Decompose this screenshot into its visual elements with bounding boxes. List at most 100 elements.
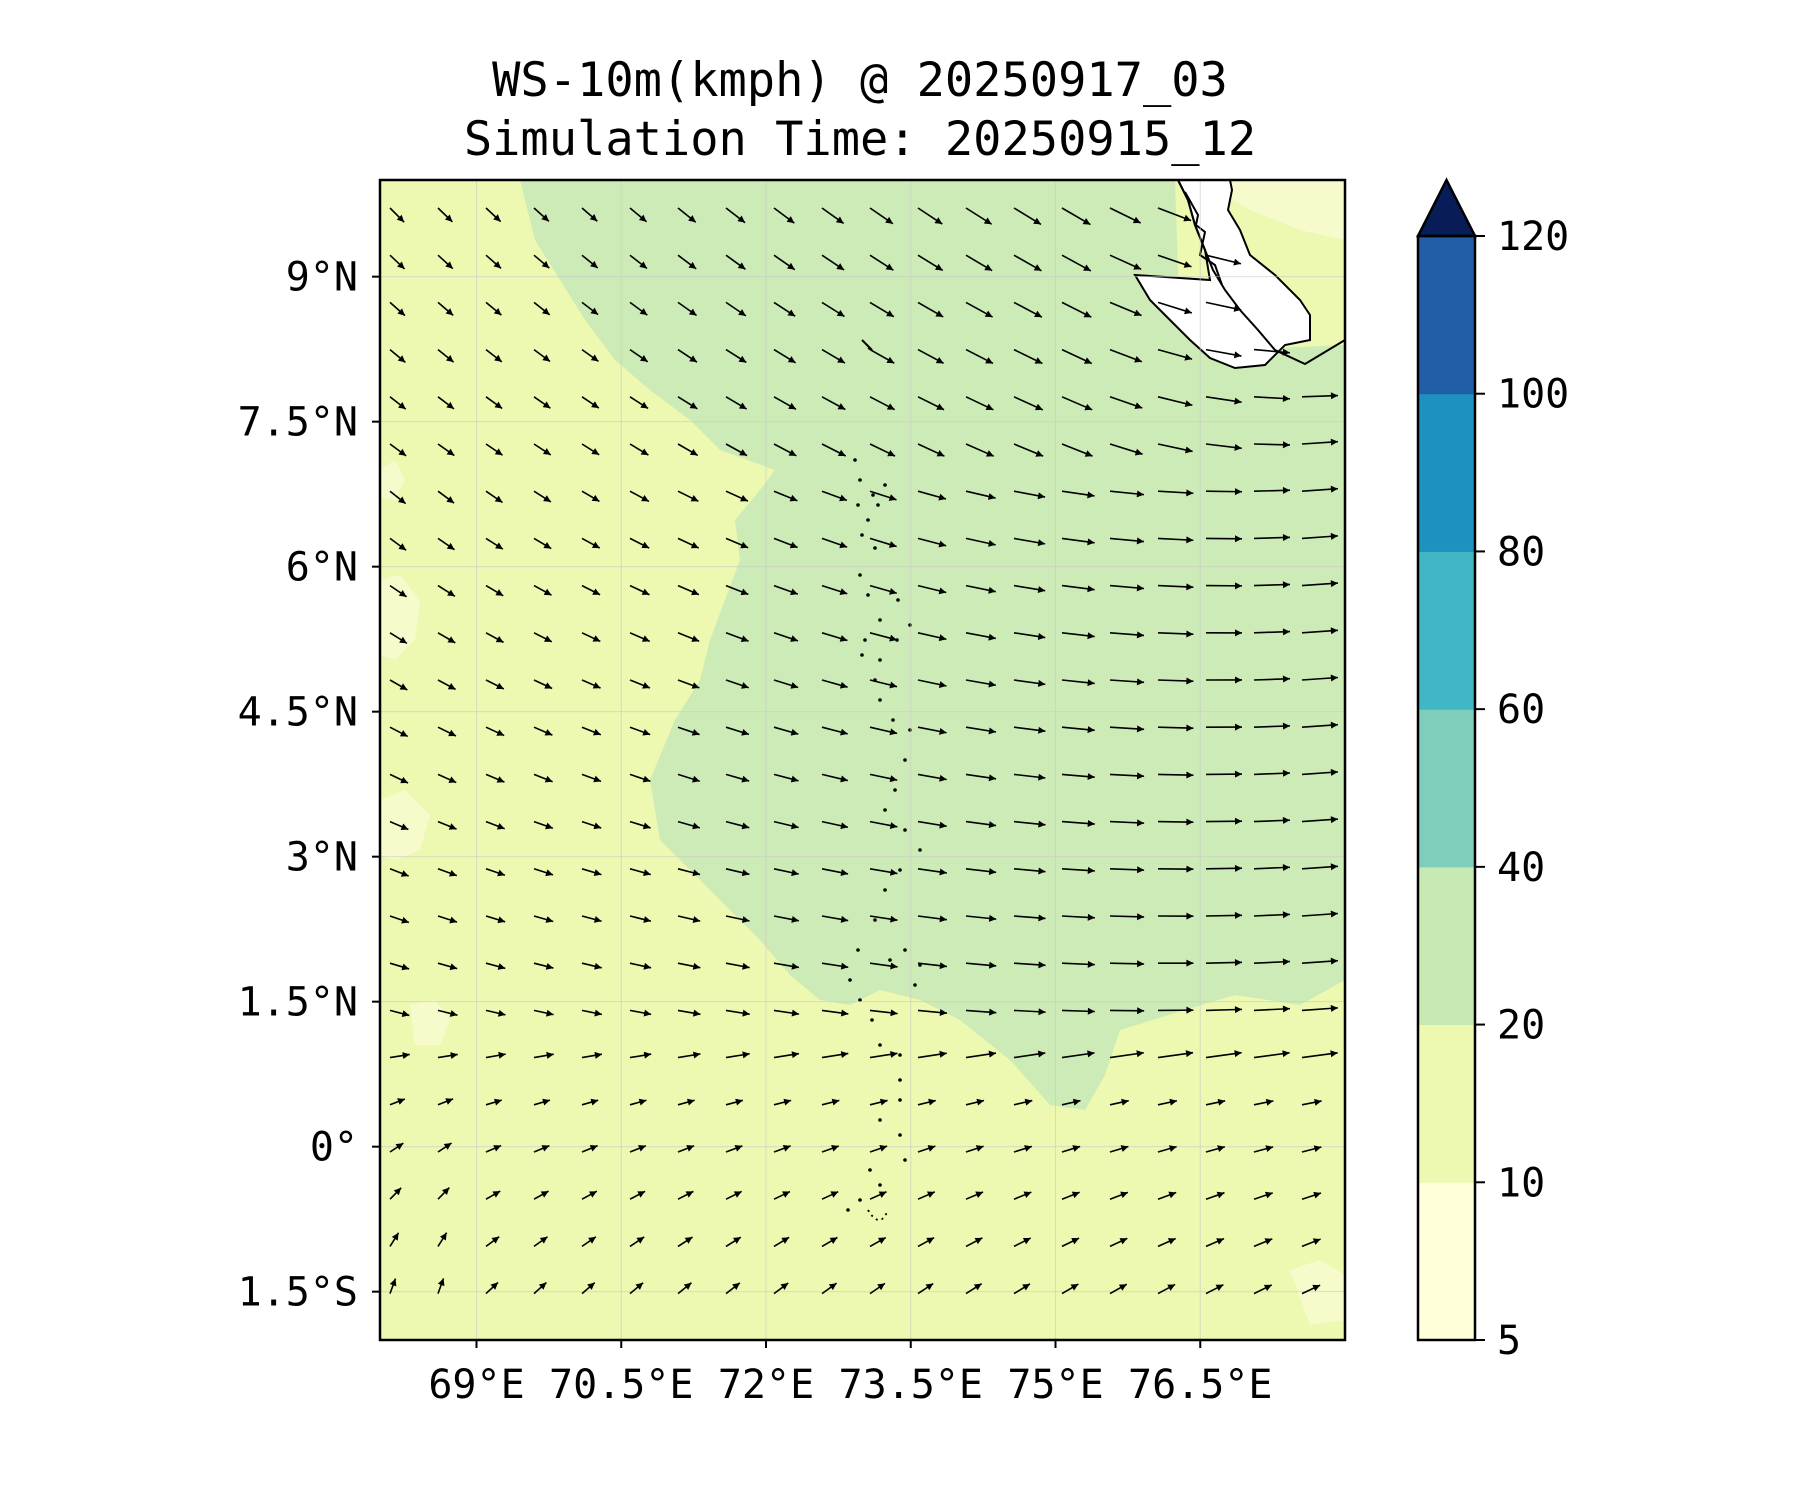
wind-arrow xyxy=(1253,911,1290,919)
wind-arrow xyxy=(389,1142,404,1153)
wind-arrow xyxy=(389,396,407,410)
wind-arrow xyxy=(821,632,848,642)
wind-arrow xyxy=(581,396,600,409)
wind-arrow xyxy=(629,301,648,316)
wind-arrow xyxy=(389,962,410,971)
wind-arrow xyxy=(1109,443,1143,456)
wind-arrow xyxy=(1061,960,1095,968)
atoll-dot xyxy=(856,503,860,507)
wind-arrow xyxy=(869,207,894,225)
wind-arrow xyxy=(725,820,750,830)
wind-arrow xyxy=(533,726,553,736)
wind-arrow xyxy=(725,490,749,502)
wind-arrow xyxy=(725,207,746,224)
wind-arrow xyxy=(1253,958,1290,966)
wind-arrow xyxy=(629,490,650,503)
wind-arrow xyxy=(437,1009,458,1017)
wind-arrow xyxy=(581,254,599,269)
colorbar-label: 80 xyxy=(1497,529,1545,575)
wind-arrow xyxy=(1061,679,1095,687)
atoll-dot xyxy=(848,978,852,982)
wind-arrow xyxy=(1109,725,1145,733)
colorbar-label: 60 xyxy=(1497,687,1545,733)
chart-subtitle: Simulation Time: 20250915_12 xyxy=(464,112,1256,167)
wind-arrow xyxy=(1109,631,1145,639)
wind-arrow xyxy=(581,1098,599,1106)
atoll-dot xyxy=(908,728,912,732)
wind-arrow xyxy=(581,726,602,736)
colorbar-band xyxy=(1418,551,1475,710)
wind-arrow xyxy=(773,962,800,970)
wind-arrow xyxy=(437,348,455,363)
wind-speed-contours xyxy=(380,180,1345,1325)
wind-arrow xyxy=(1205,1237,1225,1248)
wind-arrow xyxy=(389,868,409,877)
wind-arrow xyxy=(1013,632,1046,640)
colorbar-band xyxy=(1418,236,1475,395)
wind-arrow xyxy=(581,773,602,783)
wind-arrow xyxy=(1253,581,1291,589)
wind-arrow xyxy=(965,1191,984,1200)
wind-arrow xyxy=(917,1191,936,1200)
wind-arrow xyxy=(917,1009,948,1016)
atoll-dot xyxy=(866,518,870,522)
wind-arrow xyxy=(581,1190,598,1200)
colorbar-band xyxy=(1418,1182,1475,1341)
wind-arrow xyxy=(725,632,749,642)
wind-arrow xyxy=(725,679,750,689)
wind-arrow xyxy=(1301,863,1338,871)
wind-arrow xyxy=(677,348,698,363)
wind-arrow xyxy=(1253,1284,1273,1295)
wind-arrow xyxy=(1013,301,1043,318)
wind-arrow xyxy=(629,584,650,596)
wind-arrow xyxy=(1061,726,1095,734)
atoll-dot xyxy=(853,458,857,462)
atoll-dot xyxy=(913,983,917,987)
wind-arrow xyxy=(773,443,797,457)
wind-arrow xyxy=(677,726,700,736)
atoll-dot xyxy=(858,998,862,1002)
wind-arrow xyxy=(773,679,799,689)
wind-arrow xyxy=(965,726,997,735)
wind-arrow xyxy=(965,1145,984,1153)
wind-arrow xyxy=(1205,254,1242,266)
atoll-dot xyxy=(868,1168,872,1172)
wind-arrow xyxy=(917,773,947,782)
wind-arrow xyxy=(1253,441,1291,449)
wind-arrow xyxy=(485,1236,500,1248)
wind-arrow xyxy=(1061,254,1092,272)
wind-arrow xyxy=(1109,490,1145,498)
atoll-dot xyxy=(878,1043,882,1047)
wind-arrow xyxy=(917,868,947,876)
wind-arrow xyxy=(1253,722,1291,730)
wind-arrow xyxy=(677,868,701,877)
atoll-dot xyxy=(898,868,902,872)
wind-arrow xyxy=(629,396,649,410)
wind-arrow xyxy=(437,726,457,737)
wind-arrow xyxy=(869,537,897,548)
wind-arrow xyxy=(821,962,849,970)
wind-arrow xyxy=(1205,864,1243,872)
wind-arrow xyxy=(869,443,896,457)
wind-arrow xyxy=(917,254,944,272)
wind-arrow xyxy=(485,301,502,316)
wind-arrow xyxy=(869,490,897,501)
wind-arrow xyxy=(629,632,651,643)
wind-arrow xyxy=(773,1009,800,1017)
wind-arrow xyxy=(869,1236,887,1248)
wind-arrow xyxy=(1013,820,1046,828)
wind-arrow xyxy=(629,254,648,270)
wind-arrow xyxy=(1013,1008,1046,1016)
wind-arrow xyxy=(1157,771,1194,779)
wind-arrow xyxy=(1301,485,1338,493)
atoll-dot xyxy=(876,503,880,507)
wind-arrow xyxy=(389,1098,406,1106)
wind-arrow xyxy=(677,1009,701,1017)
wind-arrow xyxy=(437,490,455,504)
wind-arrow xyxy=(533,1281,547,1295)
wind-arrow xyxy=(869,726,898,736)
wind-arrow xyxy=(725,537,749,549)
wind-arrow xyxy=(1205,723,1243,731)
wind-arrow xyxy=(965,820,997,829)
wind-arrow xyxy=(629,726,651,736)
